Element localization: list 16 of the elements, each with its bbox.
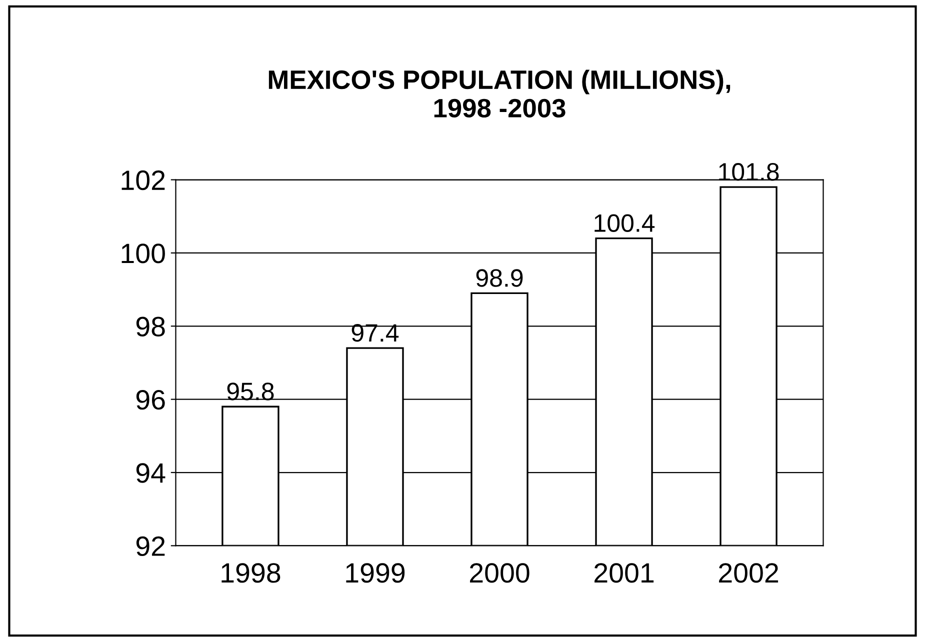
x-tick-label: 1998 bbox=[222, 563, 280, 583]
chart-title: MEXICO'S POPULATION (MILLIONS), 1998 -2003 bbox=[268, 70, 730, 118]
x-tick-label: 1999 bbox=[346, 563, 405, 583]
x-tick-label: 2000 bbox=[470, 563, 530, 583]
y-tick-label: 100 bbox=[122, 244, 165, 264]
data-label: 95.8 bbox=[227, 382, 274, 400]
data-label: 97.4 bbox=[352, 324, 399, 342]
y-tick-label: 98 bbox=[136, 316, 165, 336]
y-tick-label: 92 bbox=[136, 536, 165, 556]
x-tick-label: 2002 bbox=[719, 563, 778, 583]
x-tick-label: 2001 bbox=[594, 563, 654, 583]
y-tick-label: 94 bbox=[136, 463, 166, 483]
y-tick-label: 102 bbox=[122, 170, 165, 190]
y-tick-label: 96 bbox=[136, 390, 165, 410]
data-label: 98.9 bbox=[476, 269, 523, 287]
data-label: 100.4 bbox=[594, 214, 655, 232]
